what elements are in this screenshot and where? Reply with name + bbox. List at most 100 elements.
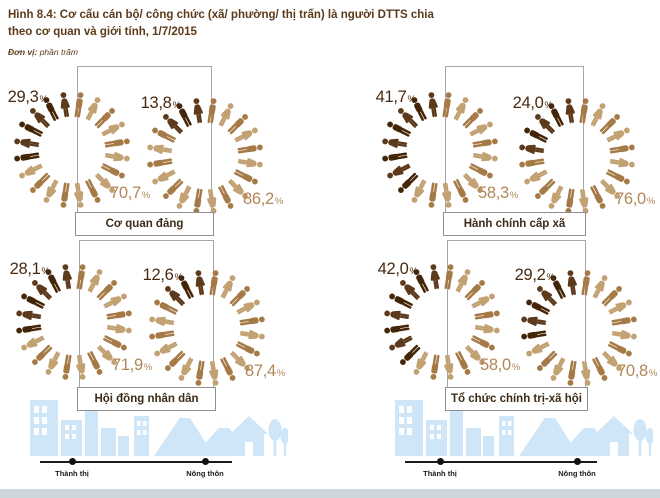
person-icon-light-male xyxy=(587,183,609,212)
person-icon-light-male xyxy=(589,355,611,384)
person-icon-light-male xyxy=(533,347,560,374)
unit-note: Đơn vị: phần trăm xyxy=(8,47,78,57)
person-icon-light-female xyxy=(175,355,197,384)
person-icon-dark-female xyxy=(564,269,580,297)
person-icon-dark-female xyxy=(533,282,560,309)
person-icon-light-female xyxy=(596,175,623,202)
person-icon-light-male xyxy=(611,313,639,329)
person-icon-light-female xyxy=(93,341,120,368)
person-icon-light-female xyxy=(545,183,567,212)
person-icon-light-female xyxy=(173,183,195,212)
person-icon-dark-female xyxy=(28,276,55,303)
person-icon-dark-male xyxy=(381,149,409,165)
dark-percent-label: 24,0% xyxy=(512,94,553,112)
person-icon-light-male xyxy=(152,296,181,318)
light-percent-label: 87,4% xyxy=(245,362,286,380)
person-icon-light-male xyxy=(150,124,179,146)
person-icon-dark-male xyxy=(396,341,423,368)
dark-percent-label: 41,7% xyxy=(375,88,416,106)
person-icon-dark-male xyxy=(545,101,567,130)
person-icon-dark-male xyxy=(522,124,551,146)
person-icon-dark-male xyxy=(394,169,421,196)
person-icon-light-male xyxy=(234,338,263,360)
person-icon-light-male xyxy=(461,276,488,303)
dark-percent-label: 42,0% xyxy=(377,260,418,278)
light-percent-label: 71,9% xyxy=(112,356,153,374)
person-icon-light-male xyxy=(576,97,592,125)
person-icon-light-female xyxy=(206,360,222,388)
person-icon-light-female xyxy=(587,101,609,130)
person-icon-dark-male xyxy=(383,321,411,337)
person-icon-light-female xyxy=(469,290,498,312)
person-icon-light-female xyxy=(73,354,89,382)
person-icon-dark-female xyxy=(383,307,411,323)
person-icon-light-male xyxy=(57,182,73,210)
person-icon-light-female xyxy=(217,273,239,302)
person-icon-dark-male xyxy=(17,118,46,140)
light-percent-label: 58,0% xyxy=(480,356,521,374)
axis-dot-rural-left xyxy=(202,458,209,465)
person-icon-light-female xyxy=(152,338,181,360)
person-icon-light-male xyxy=(71,91,87,119)
light-percent-label: 70,7% xyxy=(110,184,151,202)
person-icon-light-female xyxy=(84,267,106,296)
person-icon-dark-female xyxy=(15,307,43,323)
person-icon-light-female xyxy=(40,177,62,206)
person-icon-dark-male xyxy=(524,296,553,318)
axis-label-urban-right: Thành thị xyxy=(423,469,457,478)
person-icon-dark-female xyxy=(531,110,558,137)
person-icon-light-male xyxy=(161,347,188,374)
person-icon-dark-male xyxy=(408,95,430,124)
person-icon-light-female xyxy=(609,155,637,171)
person-icon-light-female xyxy=(215,101,237,130)
person-icon-dark-male xyxy=(19,290,48,312)
person-icon-light-male xyxy=(99,160,128,182)
person-icon-light-female xyxy=(42,349,64,378)
person-icon-light-female xyxy=(17,160,46,182)
person-icon-light-male xyxy=(84,349,106,378)
person-icon-light-male xyxy=(604,166,633,188)
person-icon-dark-female xyxy=(425,91,441,119)
bottom-strip xyxy=(0,489,660,498)
person-icon-light-female xyxy=(604,124,633,146)
dark-percent-label: 28,1% xyxy=(9,260,50,278)
person-icon-dark-male xyxy=(42,267,64,296)
person-icon-light-male xyxy=(91,104,118,131)
person-icon-light-male xyxy=(459,104,486,131)
person-icon-dark-male xyxy=(410,267,432,296)
person-icon-light-female xyxy=(461,341,488,368)
city-and-rural-silhouette-icon xyxy=(30,400,290,456)
axis-line-left xyxy=(40,461,232,463)
person-icon-dark-female xyxy=(396,276,423,303)
figure-title: Hình 8.4: Cơ cấu cán bộ/ công chức (xã/ … xyxy=(8,7,448,40)
person-icon-light-female xyxy=(452,267,474,296)
person-icon-dark-female xyxy=(562,97,578,125)
person-icon-light-male xyxy=(578,269,594,297)
person-icon-light-female xyxy=(150,166,179,188)
dark-percent-label: 12,6% xyxy=(142,266,183,284)
person-icon-light-female xyxy=(82,95,104,124)
person-icon-light-female xyxy=(472,149,500,165)
person-icon-light-female xyxy=(459,169,486,196)
person-icon-dark-male xyxy=(385,118,414,140)
person-icon-dark-female xyxy=(59,263,75,291)
person-icon-light-female xyxy=(439,182,455,210)
person-icon-dark-female xyxy=(381,135,409,151)
person-icon-light-male xyxy=(452,349,474,378)
person-icon-light-male xyxy=(93,276,120,303)
person-icon-light-male xyxy=(237,141,265,157)
person-icon-light-female xyxy=(410,349,432,378)
person-icon-dark-female xyxy=(427,263,443,291)
person-icon-light-male xyxy=(28,341,55,368)
person-icon-light-female xyxy=(99,118,128,140)
person-icon-light-male xyxy=(73,263,89,291)
person-icon-light-female xyxy=(606,296,635,318)
person-icon-light-male xyxy=(192,360,208,388)
person-icon-dark-male xyxy=(40,95,62,124)
person-icon-light-male xyxy=(224,110,251,137)
person-icon-light-female xyxy=(611,327,639,343)
person-icon-light-male xyxy=(239,313,267,329)
person-icon-dark-female xyxy=(161,282,188,309)
person-icon-light-female xyxy=(522,166,551,188)
person-icon-light-male xyxy=(467,160,496,182)
